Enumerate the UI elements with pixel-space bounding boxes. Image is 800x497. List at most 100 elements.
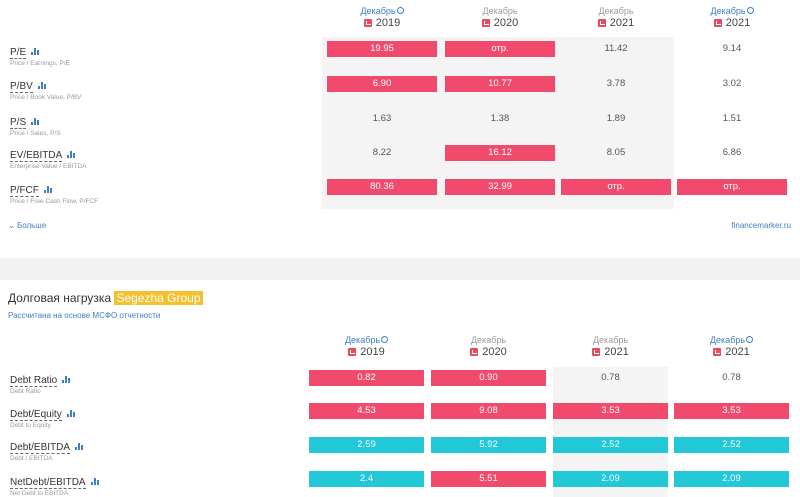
column-header: Декабрь 2021 bbox=[553, 335, 668, 359]
pdf-report-icon[interactable] bbox=[481, 19, 490, 27]
more-link[interactable]: ⌄ Больше bbox=[8, 221, 47, 230]
info-icon[interactable] bbox=[396, 7, 404, 14]
metric-value-cell: 0.78 bbox=[601, 372, 620, 383]
metric-description: Price / Sales, P/S bbox=[10, 130, 61, 137]
multiples-card: Декабрь 2019 Декабрь 2020 Декабрь 2021 Д… bbox=[8, 6, 791, 230]
pdf-report-icon[interactable] bbox=[470, 348, 479, 356]
metric-label: EV/EBITDA Enterprise Value / EBITDA bbox=[10, 145, 86, 171]
chart-icon[interactable] bbox=[37, 82, 46, 89]
metric-name[interactable]: Debt/Equity bbox=[10, 409, 62, 421]
pdf-report-icon[interactable] bbox=[713, 348, 722, 356]
column-month: Декабрь bbox=[598, 6, 634, 16]
metric-description: Debt / EBITDA bbox=[10, 455, 53, 462]
metric-name[interactable]: P/E bbox=[10, 47, 27, 59]
financemarker-credit-link[interactable]: financemarker.ru bbox=[731, 221, 791, 230]
chart-icon[interactable] bbox=[67, 151, 76, 158]
pdf-report-icon[interactable] bbox=[597, 19, 606, 27]
chart-icon[interactable] bbox=[66, 410, 75, 417]
chart-icon[interactable] bbox=[90, 478, 99, 485]
pdf-report-icon[interactable] bbox=[592, 348, 601, 356]
debt-card: Долговая нагрузка Segezha Group Рассчита… bbox=[0, 280, 800, 497]
metric-value-cell: 2.52 bbox=[674, 437, 789, 453]
metric-value-cell: 0.90 bbox=[431, 370, 546, 386]
metric-value-cell: 10.77 bbox=[445, 76, 555, 92]
metric-value-cell: 32.99 bbox=[445, 179, 555, 195]
metric-label: P/S Price / Sales, P/S bbox=[10, 112, 61, 138]
column-year[interactable]: 2019 bbox=[309, 346, 424, 359]
column-header: Декабрь 2019 bbox=[309, 335, 424, 359]
debt-section-title: Долговая нагрузка Segezha Group bbox=[8, 291, 203, 305]
metric-value-cell: 3.78 bbox=[606, 78, 626, 89]
column-month: Декабрь bbox=[470, 335, 507, 345]
column-header: Декабрь 2020 bbox=[445, 6, 555, 30]
metric-label: P/BV Price / Book Value, P/BV bbox=[10, 76, 81, 102]
metric-value-cell: 4.53 bbox=[309, 403, 424, 419]
metric-value-cell: 2.4 bbox=[309, 471, 424, 487]
metric-value-cell: 2.09 bbox=[553, 471, 668, 487]
pdf-report-icon[interactable] bbox=[348, 348, 357, 356]
metric-description: Price / Book Value, P/BV bbox=[10, 94, 82, 101]
pdf-report-icon[interactable] bbox=[713, 19, 722, 27]
metric-value-cell: 2.09 bbox=[674, 471, 789, 487]
column-year[interactable]: 2020 bbox=[431, 346, 546, 359]
metric-value-cell: 11.42 bbox=[604, 43, 628, 54]
metric-value-cell: 9.14 bbox=[722, 43, 742, 54]
chart-icon[interactable] bbox=[75, 443, 84, 450]
info-icon[interactable] bbox=[381, 336, 389, 343]
column-year[interactable]: 2021 bbox=[674, 346, 789, 359]
metric-value-cell: 1.63 bbox=[372, 113, 392, 124]
column-month: Декабрь bbox=[592, 335, 629, 345]
metric-label: P/FCF Price / Free Cash Flow, P/FCF bbox=[10, 180, 98, 206]
metric-value-cell: 1.89 bbox=[606, 113, 626, 124]
column-year[interactable]: 2019 bbox=[327, 17, 437, 30]
metric-value-cell: 3.53 bbox=[553, 403, 668, 419]
metric-label: Debt/Equity Debt to Equity bbox=[10, 404, 75, 430]
chart-icon[interactable] bbox=[31, 48, 40, 55]
metric-name[interactable]: P/BV bbox=[10, 81, 33, 93]
column-year[interactable]: 2020 bbox=[445, 17, 555, 30]
chart-icon[interactable] bbox=[43, 186, 52, 193]
metric-label: P/E Price / Earnings, P/E bbox=[10, 42, 70, 68]
column-year[interactable]: 2021 bbox=[553, 346, 668, 359]
metric-value-cell: 5.51 bbox=[431, 471, 546, 487]
metric-name[interactable]: NetDebt/EBITDA bbox=[10, 477, 86, 489]
metric-value-cell: 0.82 bbox=[309, 370, 424, 386]
metric-value-cell: 8.05 bbox=[606, 147, 626, 158]
metric-value-cell: 8.22 bbox=[372, 147, 392, 158]
column-year[interactable]: 2021 bbox=[677, 17, 787, 30]
metric-description: Price / Free Cash Flow, P/FCF bbox=[10, 198, 99, 205]
metric-value-cell: отр. bbox=[677, 179, 787, 195]
column-header: Декабрь 2020 bbox=[431, 335, 546, 359]
info-icon[interactable] bbox=[746, 7, 754, 14]
metric-name[interactable]: Debt/EBITDA bbox=[10, 442, 71, 454]
metric-value-cell: 5.92 bbox=[431, 437, 546, 453]
metric-name[interactable]: Debt Ratio bbox=[10, 375, 58, 387]
metric-value-cell: 80.36 bbox=[327, 179, 437, 195]
company-name-highlight: Segezha Group bbox=[114, 291, 203, 305]
metric-value-cell: 9.08 bbox=[431, 403, 546, 419]
debt-section-subtitle: Рассчитана на основе МСФО отчетности bbox=[8, 311, 161, 320]
column-month: Декабрь bbox=[309, 335, 424, 346]
metric-value-cell: отр. bbox=[561, 179, 671, 195]
column-month: Декабрь bbox=[482, 6, 518, 16]
pdf-report-icon[interactable] bbox=[363, 19, 372, 27]
metric-value-cell: 19.95 bbox=[327, 41, 437, 57]
column-header: Декабрь 2021 bbox=[677, 6, 787, 30]
metric-description: Enterprise Value / EBITDA bbox=[10, 163, 87, 170]
metric-value-cell: 0.78 bbox=[722, 372, 741, 383]
metric-value-cell: 1.51 bbox=[722, 113, 742, 124]
chart-icon[interactable] bbox=[62, 376, 71, 383]
column-month: Декабрь bbox=[327, 6, 437, 17]
metric-name[interactable]: P/S bbox=[10, 117, 27, 129]
column-year[interactable]: 2021 bbox=[561, 17, 671, 30]
section-divider bbox=[0, 258, 800, 280]
metric-value-cell: 16.12 bbox=[445, 145, 555, 161]
metric-label: NetDebt/EBITDA Net Debt to EBITDA bbox=[10, 472, 99, 497]
metric-name[interactable]: EV/EBITDA bbox=[10, 150, 63, 162]
metric-value-cell: 2.59 bbox=[309, 437, 424, 453]
chart-icon[interactable] bbox=[31, 118, 40, 125]
metric-name[interactable]: P/FCF bbox=[10, 185, 39, 197]
metric-description: Debt to Equity bbox=[10, 422, 51, 429]
info-icon[interactable] bbox=[746, 336, 754, 343]
